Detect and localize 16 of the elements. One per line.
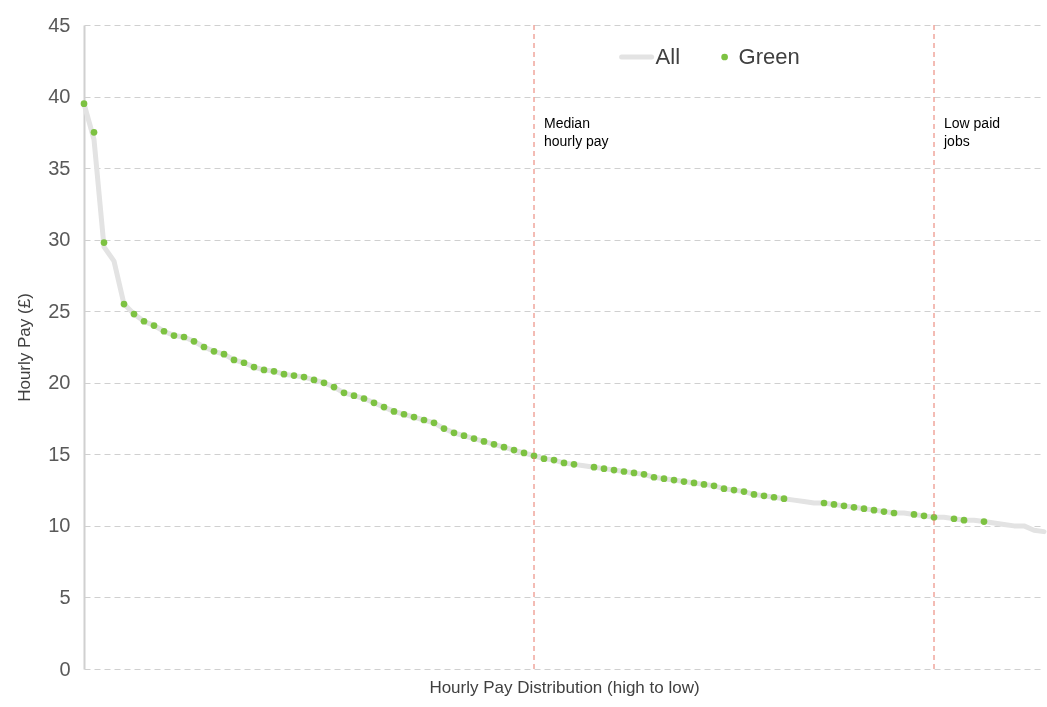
y-tick-label: 0 bbox=[59, 657, 71, 680]
y-tick-label: 35 bbox=[48, 156, 71, 179]
legend-label: Green bbox=[738, 44, 800, 69]
y-tick-label: 45 bbox=[48, 13, 71, 36]
x-axis-title: Hourly Pay Distribution (high to low) bbox=[429, 677, 700, 697]
y-axis-title: Hourly Pay (£) bbox=[15, 293, 35, 402]
legend-label: All bbox=[655, 44, 681, 69]
annotation: Median hourly pay bbox=[544, 115, 609, 149]
y-tick-label: 10 bbox=[48, 514, 71, 537]
y-tick-label: 30 bbox=[48, 228, 71, 251]
y-tick-label: 15 bbox=[48, 442, 71, 465]
annotation: Low paid jobs bbox=[943, 115, 1001, 149]
y-tick-label: 5 bbox=[59, 585, 71, 608]
y-tick-label: 20 bbox=[48, 371, 71, 394]
y-tick-label: 40 bbox=[48, 85, 71, 108]
y-tick-label: 25 bbox=[48, 299, 71, 322]
